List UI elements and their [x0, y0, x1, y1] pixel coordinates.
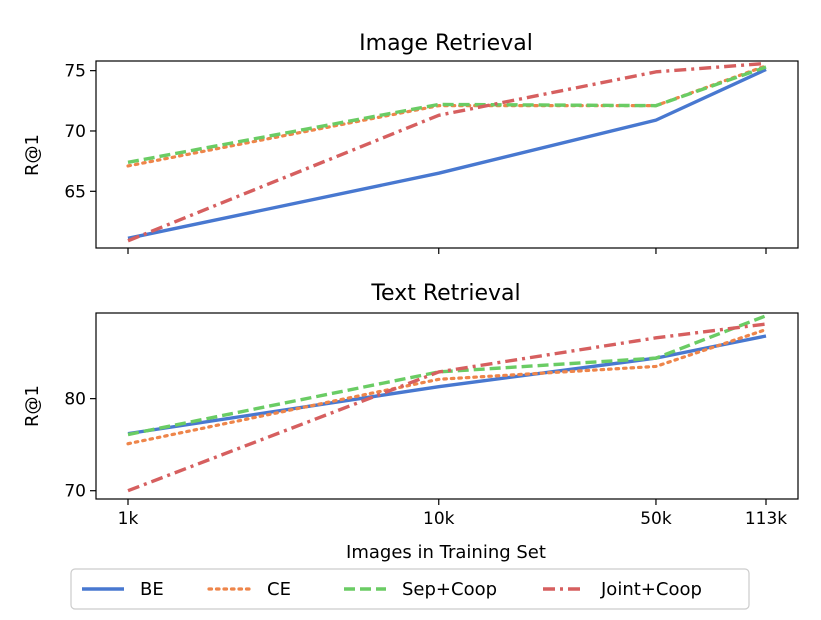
legend: BE CE Sep+Coop Joint+Coop — [70, 568, 750, 610]
y-tick-label: 70 — [64, 482, 86, 502]
x-tick-label: 113k — [745, 509, 787, 529]
series-line-ce — [126, 327, 768, 446]
y-axis-label: R@1 — [22, 385, 43, 427]
x-axis-label: Images in Training Set — [346, 542, 546, 563]
y-axis-label: R@1 — [22, 134, 43, 176]
chart-title: Image Retrieval — [359, 31, 533, 56]
subplot-text-retrieval: Text Retrieval 70 80 1k 10k 50k 113k R@1 Imag… — [22, 281, 799, 563]
series-line-sep-coop — [127, 314, 767, 437]
series-line-be — [127, 67, 767, 241]
y-tick-label: 80 — [64, 390, 86, 410]
series-line-ce — [126, 64, 768, 168]
legend-label: CE — [267, 579, 291, 600]
series-line-joint-coop — [127, 61, 767, 243]
legend-label: Sep+Coop — [402, 579, 497, 600]
legend-label: Joint+Coop — [600, 579, 702, 600]
chart-title: Text Retrieval — [370, 281, 520, 306]
y-tick-label: 65 — [64, 182, 86, 202]
series-line-be — [127, 334, 767, 436]
x-tick-label: 1k — [118, 509, 139, 529]
legend-label: BE — [140, 579, 164, 600]
y-tick-label: 70 — [64, 122, 86, 142]
legend-box — [70, 568, 750, 610]
y-tick-label: 75 — [64, 62, 86, 82]
series-line-joint-coop — [127, 322, 767, 493]
series-line-sep-coop — [127, 65, 767, 165]
x-tick-label: 10k — [423, 509, 455, 529]
x-tick-label: 50k — [640, 509, 672, 529]
plot-frame — [95, 60, 799, 249]
subplot-image-retrieval: Image Retrieval 65 70 75 R@1 — [22, 31, 799, 254]
plot-frame — [95, 312, 799, 500]
